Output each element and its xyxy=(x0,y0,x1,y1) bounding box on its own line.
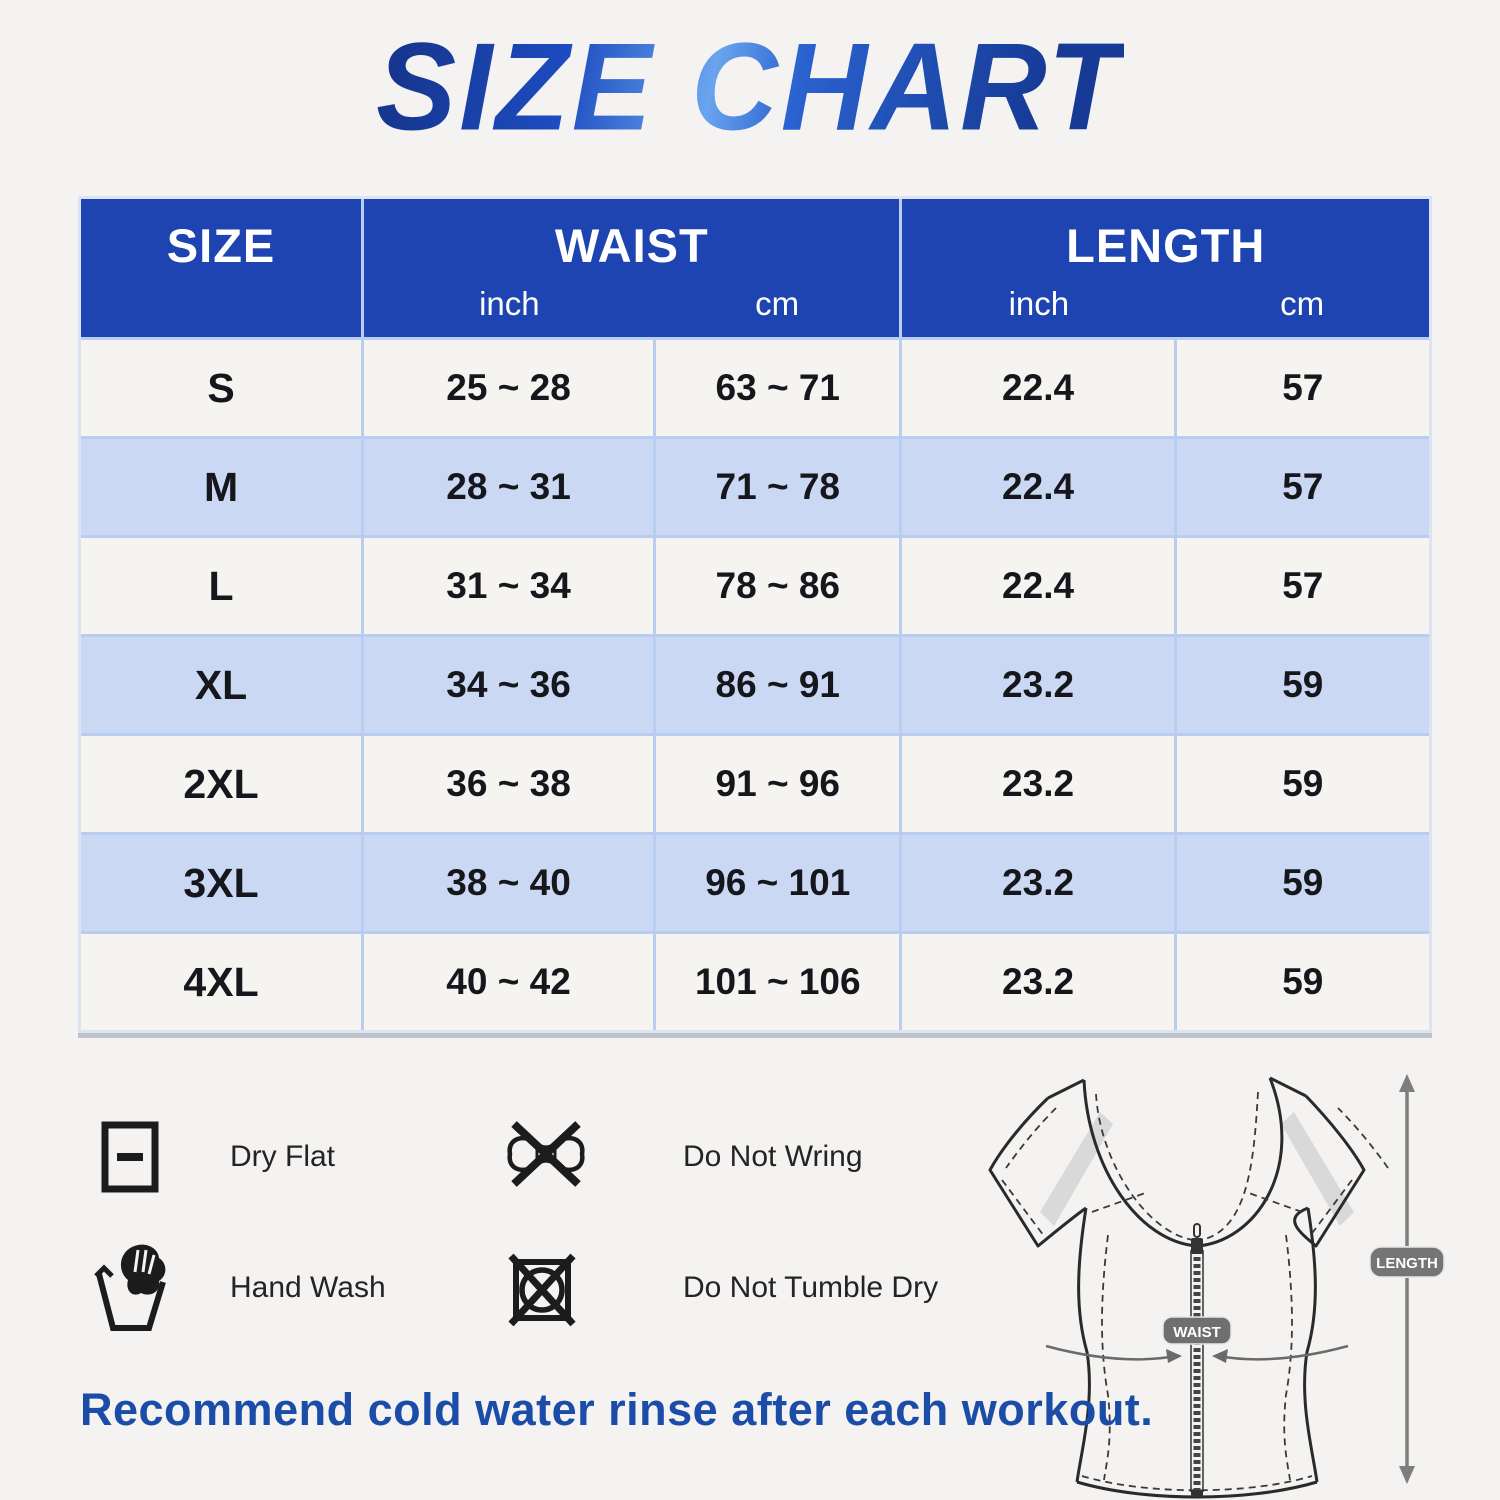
unit-label-length-inch: inch xyxy=(1008,285,1070,322)
do-not-wring-icon xyxy=(507,1121,585,1187)
waist-badge: WAIST xyxy=(1162,1316,1232,1345)
care-label-hand-wash: Hand Wash xyxy=(230,1271,386,1304)
cell-length-inch: 22.4 xyxy=(902,340,1174,436)
cell-waist-cm: 86 ~ 91 xyxy=(656,637,900,733)
col-header-waist: WAIST inch cm xyxy=(364,199,900,337)
hand-wash-icon xyxy=(94,1244,166,1331)
cell-waist-cm: 63 ~ 71 xyxy=(656,340,900,436)
col-header-length-label: LENGTH xyxy=(1066,218,1266,272)
cell-length-cm: 59 xyxy=(1176,835,1429,931)
sleeve-shade-left xyxy=(1040,1112,1113,1226)
cell-length-inch: 23.2 xyxy=(902,736,1174,832)
cell-waist-cm: 91 ~ 96 xyxy=(656,736,900,832)
cell-waist-inch: 28 ~ 31 xyxy=(364,439,654,535)
cell-length-cm: 59 xyxy=(1176,637,1429,733)
care-label-dry-flat: Dry Flat xyxy=(230,1140,335,1173)
cell-length-inch: 23.2 xyxy=(902,637,1174,733)
cell-waist-inch: 36 ~ 38 xyxy=(364,736,654,832)
cell-size: M xyxy=(81,439,362,535)
cell-length-cm: 57 xyxy=(1176,538,1429,634)
do-not-tumble-dry-icon xyxy=(508,1253,576,1327)
cell-waist-cm: 96 ~ 101 xyxy=(656,835,900,931)
footer-note: Recommend cold water rinse after each wo… xyxy=(80,1384,1154,1435)
svg-text:LENGTH: LENGTH xyxy=(1376,1255,1438,1272)
cell-length-cm: 57 xyxy=(1176,340,1429,436)
size-table: SIZE WAIST inch cm LENGTH inch cm S 25 ~… xyxy=(78,196,1432,1033)
page-title: SIZE CHART xyxy=(376,15,1124,159)
unit-label-waist-inch: inch xyxy=(479,285,540,322)
cell-size: 3XL xyxy=(81,835,362,931)
cell-length-cm: 59 xyxy=(1176,934,1429,1030)
page-title-wrap: SIZE CHART xyxy=(0,15,1500,159)
cell-length-cm: 59 xyxy=(1176,736,1429,832)
cell-waist-inch: 34 ~ 36 xyxy=(364,637,654,733)
cell-waist-inch: 31 ~ 34 xyxy=(364,538,654,634)
col-header-size-label: SIZE xyxy=(166,218,276,272)
cell-length-inch: 22.4 xyxy=(902,538,1174,634)
cell-waist-inch: 40 ~ 42 xyxy=(364,934,654,1030)
cell-size: 4XL xyxy=(81,934,362,1030)
cell-waist-cm: 71 ~ 78 xyxy=(656,439,900,535)
cell-size: 2XL xyxy=(81,736,362,832)
cell-length-inch: 23.2 xyxy=(902,835,1174,931)
cell-length-cm: 57 xyxy=(1176,439,1429,535)
care-label-do-not-wring: Do Not Wring xyxy=(683,1140,863,1173)
cell-size: L xyxy=(81,538,362,634)
cell-waist-cm: 78 ~ 86 xyxy=(656,538,900,634)
cell-size: XL xyxy=(81,637,362,733)
zipper xyxy=(1190,1223,1204,1497)
waist-arrows xyxy=(1045,1344,1349,1363)
garment-seams xyxy=(1001,1091,1389,1492)
length-arrow xyxy=(1399,1074,1415,1484)
cell-waist-cm: 101 ~ 106 xyxy=(656,934,900,1030)
unit-label-waist-cm: cm xyxy=(755,285,800,322)
dry-flat-icon xyxy=(101,1121,159,1193)
svg-text:WAIST: WAIST xyxy=(1173,1324,1221,1341)
cell-waist-inch: 25 ~ 28 xyxy=(364,340,654,436)
cell-length-inch: 22.4 xyxy=(902,439,1174,535)
col-header-size: SIZE xyxy=(81,199,362,337)
care-label-do-not-tumble-dry: Do Not Tumble Dry xyxy=(683,1271,939,1304)
cell-size: S xyxy=(81,340,362,436)
cell-waist-inch: 38 ~ 40 xyxy=(364,835,654,931)
cell-length-inch: 23.2 xyxy=(902,934,1174,1030)
length-badge: LENGTH xyxy=(1369,1246,1445,1278)
unit-label-length-cm: cm xyxy=(1280,285,1325,322)
sleeve-shade-right xyxy=(1281,1112,1354,1226)
garment-diagram: WAIST LENGTH xyxy=(988,1074,1445,1499)
col-header-waist-label: WAIST xyxy=(554,218,709,272)
col-header-length: LENGTH inch cm xyxy=(902,199,1429,337)
